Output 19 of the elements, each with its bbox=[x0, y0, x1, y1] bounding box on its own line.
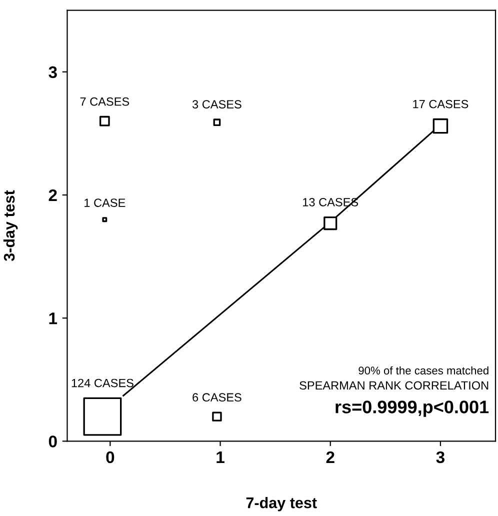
annotation: 6 CASES bbox=[192, 393, 242, 402]
x-tick-label: 0 bbox=[106, 451, 114, 464]
annotation: rs=0.9999,p<0.001 bbox=[336, 400, 489, 417]
annotation: 124 CASES bbox=[72, 378, 134, 388]
y-tick-label: 1 bbox=[49, 312, 58, 324]
annotation: 1 CASE bbox=[84, 198, 126, 207]
y-axis-title: 3-day test bbox=[3, 190, 18, 262]
annotation: 3 CASES bbox=[192, 100, 242, 108]
annotation: 7 CASES bbox=[80, 97, 130, 106]
x-tick-label: 3 bbox=[436, 451, 444, 464]
y-tick-label: 2 bbox=[48, 189, 57, 202]
x-tick-label: 1 bbox=[216, 452, 224, 463]
y-tick-label: 3 bbox=[48, 66, 57, 78]
annotation: 17 CASES bbox=[413, 100, 468, 108]
x-axis-title: 7-day test bbox=[246, 496, 317, 512]
annotation: 90% of the cases matched bbox=[358, 366, 488, 375]
annotation: SPEARMAN RANK CORRELATION bbox=[300, 381, 488, 390]
x-tick-label: 2 bbox=[326, 451, 334, 463]
y-tick-label: 0 bbox=[48, 436, 57, 448]
